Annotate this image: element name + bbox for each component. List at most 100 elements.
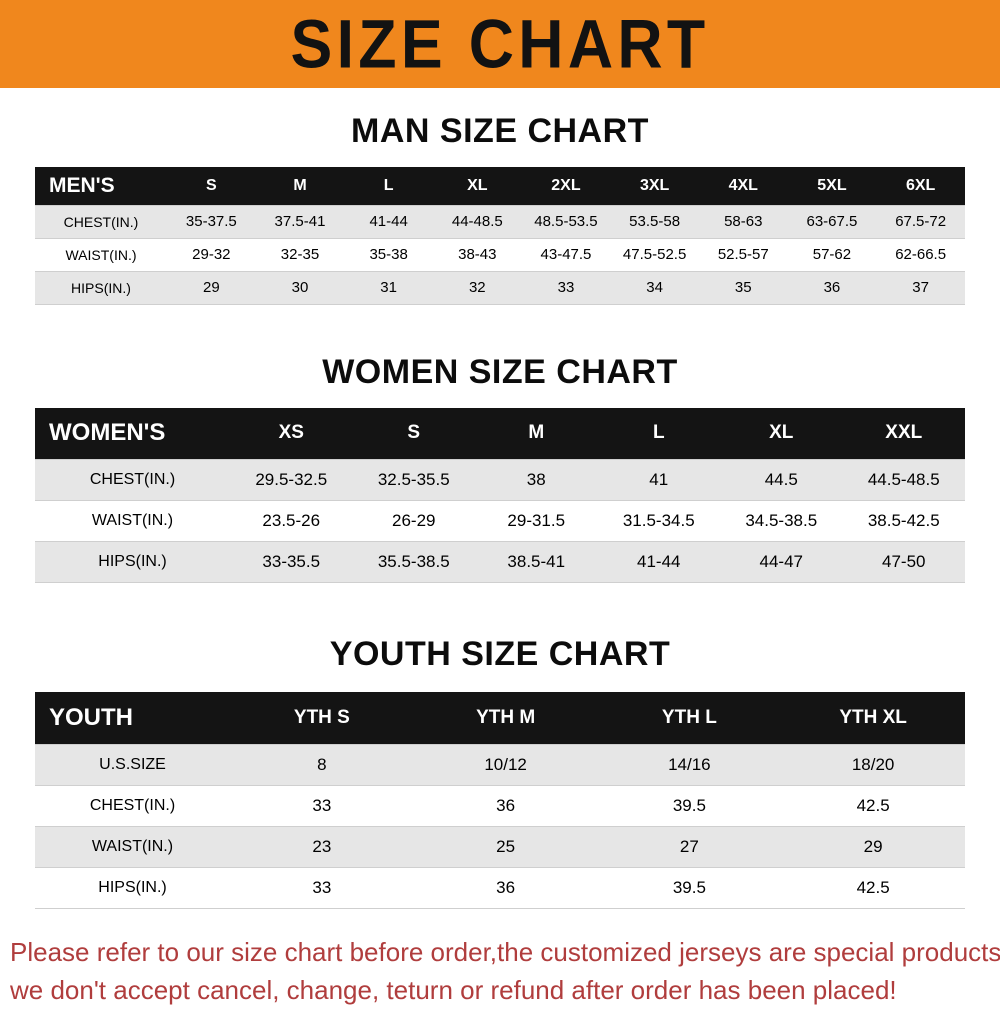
table-cell: 44-48.5	[451, 213, 503, 230]
table-cell: 38-43	[458, 246, 497, 263]
table-row: CHEST(IN.) 29.5-32.5 32.5-35.5 38 41 44.5 44.5…	[35, 459, 965, 501]
order-notice: Please refer to our size chart before or…	[10, 933, 1000, 1009]
table-cell: 29.5-32.5	[255, 470, 328, 489]
size-column-header: 6XL	[905, 176, 936, 194]
size-column-header: YTH XL	[839, 706, 907, 728]
size-column-header: YTH L	[661, 706, 717, 728]
table-header-row: MEN'S S M L XL 2XL 3XL 4XL 5XL 6XL	[35, 167, 965, 205]
row-label: WAIST(IN.)	[91, 837, 174, 855]
table-cell: 26-29	[392, 511, 436, 530]
table-row: WAIST(IN.) 23.5-26 26-29 29-31.5 31.5-34.5 34…	[35, 500, 965, 542]
table-cell: 36	[823, 279, 841, 296]
table-cell: 27	[679, 836, 699, 856]
table-cell: 29	[202, 279, 220, 296]
table-cell: 33	[557, 279, 575, 296]
women-size-section: WOMEN SIZE CHART WOMEN'S XS S M L XL XXL CHEST(…	[0, 353, 1000, 584]
size-column-header: 5XL	[817, 176, 847, 194]
size-column-header: 2XL	[551, 176, 581, 194]
table-row: WAIST(IN.) 29-32 32-35 35-38 38-43 43-47.5 47.…	[35, 238, 965, 271]
table-row: CHEST(IN.) 35-37.5 37.5-41 41-44 44-48.5 48.5…	[35, 205, 965, 238]
table-cell: 30	[291, 279, 309, 296]
table-cell: 41	[649, 470, 669, 489]
table-cell: 38	[526, 470, 546, 489]
size-column-header: L	[652, 422, 665, 444]
table-cell: 33	[312, 877, 332, 897]
size-column-header: XXL	[885, 422, 923, 444]
table-cell: 31.5-34.5	[622, 511, 695, 530]
youth-section-title: YOUTH SIZE CHART	[329, 635, 671, 673]
table-cell: 32-35	[280, 246, 320, 263]
table-cell: 47-50	[882, 552, 926, 571]
table-cell: 43-47.5	[540, 246, 592, 263]
row-label: WAIST(IN.)	[65, 246, 137, 263]
table-cell: 23	[312, 836, 332, 856]
women-size-table: WOMEN'S XS S M L XL XXL CHEST(IN.) 29.5-32.5 32.5…	[35, 407, 965, 584]
table-cell: 29	[863, 836, 883, 856]
table-cell: 34.5-38.5	[745, 511, 818, 530]
table-cell: 29-32	[192, 246, 231, 263]
size-column-header: S	[407, 422, 421, 444]
size-column-header: XL	[467, 176, 488, 194]
table-cell: 31	[380, 279, 397, 296]
table-cell: 44.5-48.5	[867, 470, 940, 489]
table-cell: 35-38	[369, 246, 408, 263]
youth-size-table: YOUTH YTH S YTH M YTH L YTH XL U.S.SIZE 8 10/12…	[35, 692, 965, 909]
youth-size-section: YOUTH SIZE CHART YOUTH YTH S YTH M YTH L YTH…	[0, 635, 1000, 909]
table-cell: 63-67.5	[806, 213, 858, 230]
row-label: HIPS(IN.)	[71, 279, 131, 296]
table-row: U.S.SIZE 8 10/12 14/16 18/20	[35, 744, 965, 785]
row-label: WAIST(IN.)	[91, 512, 174, 529]
table-cell: 32	[468, 279, 486, 296]
table-cell: 44.5	[764, 470, 798, 489]
table-cell: 18/20	[851, 754, 895, 774]
table-cell: 58-63	[724, 213, 763, 230]
table-cell: 14/16	[668, 754, 711, 774]
row-label: CHEST(IN.)	[89, 471, 176, 488]
table-corner-label: WOMEN'S	[49, 419, 166, 447]
size-column-header: M	[528, 422, 545, 444]
women-section-title: WOMEN SIZE CHART	[322, 352, 678, 391]
table-cell: 41-44	[637, 552, 681, 571]
table-cell: 33-35.5	[262, 552, 321, 571]
table-cell: 29-31.5	[507, 511, 566, 530]
table-cell: 32.5-35.5	[377, 470, 450, 489]
table-cell: 37	[912, 279, 929, 296]
table-row: HIPS(IN.) 33 36 39.5 42.5	[35, 867, 965, 908]
table-cell: 67.5-72	[895, 213, 947, 230]
table-cell: 44-47	[759, 552, 803, 571]
table-cell: 34	[646, 279, 663, 296]
size-column-header: YTH M	[476, 706, 536, 728]
size-column-header: 3XL	[639, 176, 670, 194]
table-cell: 38.5-41	[507, 552, 566, 571]
table-cell: 47.5-52.5	[622, 246, 687, 263]
size-column-header: M	[293, 176, 307, 194]
table-cell: 48.5-53.5	[534, 213, 598, 230]
size-column-header: L	[383, 176, 394, 194]
men-size-table: MEN'S S M L XL 2XL 3XL 4XL 5XL 6XL CHEST(IN.) 35-37…	[35, 167, 965, 305]
table-header-row: YOUTH YTH S YTH M YTH L YTH XL	[35, 692, 965, 744]
size-column-header: YTH S	[293, 706, 350, 728]
table-cell: 35.5-38.5	[377, 552, 450, 571]
page-title: SIZE CHART	[290, 5, 710, 83]
table-cell: 35	[734, 279, 752, 296]
order-notice-line1: Please refer to our size chart before or…	[10, 936, 1000, 967]
table-corner-label: MEN'S	[49, 173, 115, 197]
table-cell: 38.5-42.5	[867, 511, 940, 530]
table-cell: 53.5-58	[629, 213, 681, 230]
table-row: WAIST(IN.) 23 25 27 29	[35, 826, 965, 867]
table-row: HIPS(IN.) 33-35.5 35.5-38.5 38.5-41 41-44 44-…	[35, 541, 965, 583]
size-column-header: XS	[278, 422, 304, 444]
table-row: HIPS(IN.) 29 30 31 32 33 34 35 36 37	[35, 271, 965, 304]
table-cell: 8	[317, 754, 327, 774]
table-cell: 25	[496, 836, 516, 856]
table-row: CHEST(IN.) 33 36 39.5 42.5	[35, 785, 965, 826]
row-label: U.S.SIZE	[99, 755, 166, 773]
table-cell: 35-37.5	[185, 213, 237, 230]
table-cell: 41-44	[369, 213, 408, 230]
table-cell: 39.5	[672, 877, 706, 897]
table-cell: 52.5-57	[717, 246, 769, 263]
order-notice-line2: we don't accept cancel, change, teturn o…	[10, 974, 897, 1005]
table-cell: 36	[496, 795, 516, 815]
size-column-header: XL	[769, 422, 794, 444]
table-cell: 23.5-26	[262, 511, 321, 530]
